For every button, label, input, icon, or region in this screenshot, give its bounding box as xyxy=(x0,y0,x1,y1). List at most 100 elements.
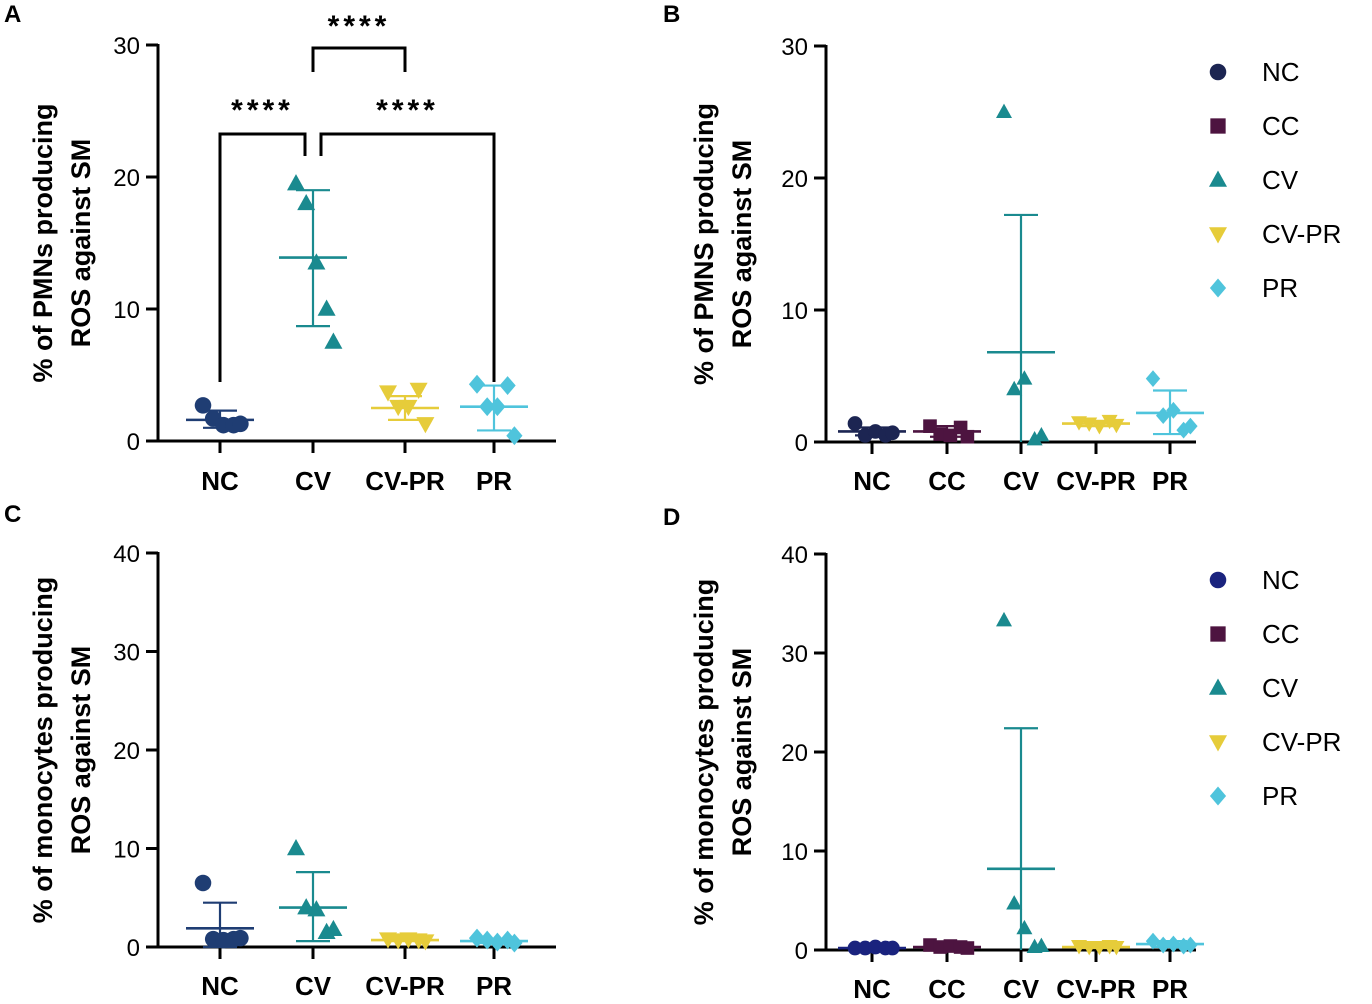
data-point xyxy=(847,416,863,431)
legend-label: NC xyxy=(1262,57,1300,87)
series-nc xyxy=(186,874,254,949)
legend-marker xyxy=(1209,227,1227,244)
data-point xyxy=(943,428,958,443)
data-point xyxy=(1176,421,1191,439)
series-cv-pr xyxy=(1062,940,1130,956)
y-axis-label: % of monocytes producing xyxy=(28,577,58,924)
data-point xyxy=(1016,919,1033,935)
series-pr xyxy=(460,928,528,953)
y-tick-label: 30 xyxy=(781,34,808,61)
data-point xyxy=(489,932,506,952)
y-tick-label: 20 xyxy=(113,165,140,192)
series-nc xyxy=(838,416,906,443)
legend-label: CV-PR xyxy=(1262,219,1341,249)
y-tick-label: 10 xyxy=(113,297,140,324)
legend-label: PR xyxy=(1262,273,1298,303)
x-tick-label: PR xyxy=(476,466,512,496)
data-point xyxy=(324,332,343,349)
y-tick-label: 0 xyxy=(795,430,808,457)
series-pr xyxy=(460,374,528,446)
data-point xyxy=(499,376,516,396)
data-point xyxy=(1145,370,1161,388)
legend-marker xyxy=(1209,735,1227,752)
significance-label: **** xyxy=(328,10,391,43)
panel-letter: C xyxy=(4,501,21,528)
legend: NC CC CV CV-PR PR xyxy=(1209,57,1341,303)
significance-label: **** xyxy=(231,94,294,127)
chart-panel-d: D 0 10 20 30 40 NC CC CV CV-PR PR % of monocytes pr… xyxy=(663,504,1341,1004)
data-point xyxy=(1166,935,1181,953)
chart-panel-a: A 0 10 20 30 NC CV CV-PR PR % of PMNs producing RO… xyxy=(4,1,556,496)
bracket-line xyxy=(218,132,307,382)
data-point xyxy=(996,103,1012,118)
data-point xyxy=(499,930,516,950)
y-tick-label: 30 xyxy=(781,641,808,668)
panel-letter: B xyxy=(663,1,680,28)
x-tick-label: CV xyxy=(1003,974,1040,1004)
legend-marker xyxy=(1210,626,1226,642)
series-cc xyxy=(913,938,981,955)
x-tick-label: CV xyxy=(295,466,332,496)
x-tick-label: CV-PR xyxy=(365,971,445,1001)
bracket-line xyxy=(311,46,407,72)
data-point xyxy=(506,933,523,953)
legend-label: PR xyxy=(1262,781,1298,811)
legend-label: CC xyxy=(1262,619,1300,649)
y-tick-label: 10 xyxy=(781,839,808,866)
legend-label: CV xyxy=(1262,165,1299,195)
y-tick-label: 30 xyxy=(113,33,140,60)
data-point xyxy=(468,374,486,394)
x-tick-label: CV xyxy=(295,971,332,1001)
x-tick-label: NC xyxy=(853,974,891,1004)
data-point xyxy=(324,919,343,937)
data-point xyxy=(1166,401,1181,419)
series-cv xyxy=(279,839,347,943)
bracket-line xyxy=(319,132,496,382)
series-nc xyxy=(838,939,906,956)
x-tick-label: NC xyxy=(201,971,239,1001)
data-point xyxy=(1091,420,1108,435)
data-point xyxy=(1108,418,1125,434)
chart-panel-b: B 0 10 20 30 NC CC CV CV-PR PR % of PMNS producing… xyxy=(663,1,1341,496)
x-tick-label: CC xyxy=(928,466,966,496)
data-point xyxy=(479,397,496,417)
legend: NC CC CV CV-PR PR xyxy=(1209,565,1341,811)
y-axis-label: % of PMNs producing xyxy=(28,104,58,383)
chart-panel-c: C 0 10 20 30 40 NC CV CV-PR PR % of monocytes prod… xyxy=(4,501,556,1001)
data-point xyxy=(885,940,900,956)
y-tick-label: 10 xyxy=(113,837,140,864)
significance-bracket: **** xyxy=(311,10,407,72)
legend-marker xyxy=(1209,170,1227,187)
y-tick-label: 10 xyxy=(781,298,808,325)
data-point xyxy=(468,928,486,948)
y-tick-label: 0 xyxy=(127,429,140,456)
data-point xyxy=(409,382,428,399)
x-tick-label: CV-PR xyxy=(1056,974,1136,1004)
x-tick-label: CC xyxy=(928,974,966,1004)
series-cv-pr xyxy=(371,932,439,951)
legend-marker xyxy=(1209,571,1227,589)
data-point xyxy=(416,934,435,951)
data-point xyxy=(307,253,326,270)
series-cv xyxy=(987,611,1055,954)
data-point xyxy=(317,299,336,316)
data-point xyxy=(506,426,523,446)
y-axis-label: ROS against SM xyxy=(727,648,757,857)
y-tick-label: 30 xyxy=(113,640,140,667)
data-point xyxy=(489,397,506,417)
series-pr xyxy=(1136,932,1204,955)
data-point xyxy=(1033,427,1050,442)
x-tick-label: CV xyxy=(1003,466,1040,496)
y-tick-label: 20 xyxy=(781,740,808,767)
data-point xyxy=(287,174,305,191)
series-cv-pr xyxy=(371,382,439,434)
data-point xyxy=(1101,414,1118,430)
data-point xyxy=(1156,407,1171,424)
data-point xyxy=(1183,936,1198,954)
data-point xyxy=(1016,370,1033,385)
data-point xyxy=(960,429,975,444)
data-point xyxy=(399,399,418,417)
data-point xyxy=(307,900,326,917)
series-cv-pr xyxy=(1062,414,1130,435)
